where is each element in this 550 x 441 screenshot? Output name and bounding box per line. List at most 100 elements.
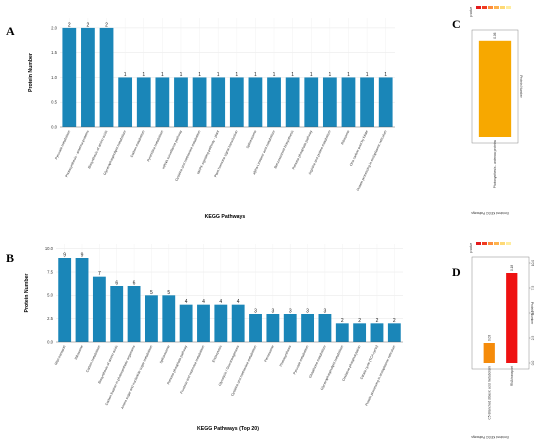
bar: [192, 77, 207, 127]
bar-value-label: 1: [235, 72, 238, 78]
x-tick-label: Carbon metabolism: [130, 130, 146, 158]
x-axis-title: KEGG Pathways: [205, 214, 246, 220]
panel-label-c: C: [452, 17, 461, 31]
bar: [370, 323, 384, 342]
bar: [197, 304, 210, 342]
bar-value-label: 5: [167, 290, 170, 296]
legend-swatch: [506, 6, 511, 9]
bar-value-label: 2: [68, 22, 71, 28]
legend-swatch: [488, 6, 493, 9]
bar-value-label: 2: [393, 318, 396, 324]
legend-swatch: [506, 242, 511, 245]
y-axis-title: Protein Number: [530, 302, 534, 325]
bar-value-label: 2: [87, 22, 90, 28]
bar: [378, 77, 393, 127]
bar-value-label: 3: [306, 309, 309, 315]
x-tick-label: Glutathione metabolism: [308, 345, 327, 379]
bar: [179, 304, 193, 342]
bar-value-label: 2: [105, 22, 108, 28]
bar: [301, 314, 314, 342]
bar: [229, 77, 244, 127]
y-tick-label: 10.0: [531, 260, 535, 266]
bar: [266, 314, 280, 342]
y-tick-label: 0.0: [47, 339, 53, 344]
x-tick-label: Pyruvate metabolism: [54, 130, 71, 161]
bar-value-label: 4: [185, 299, 188, 305]
bar: [248, 77, 263, 127]
bar: [162, 295, 176, 342]
x-tick-label: Spliceosome: [159, 345, 171, 364]
bar-value-label: 1: [161, 72, 164, 78]
bar-value-label: 1: [273, 72, 276, 78]
bar: [145, 295, 158, 342]
y-tick-label: 7.5: [531, 286, 535, 291]
bar: [211, 77, 226, 127]
y-tick-label: 5.0: [531, 311, 535, 316]
bar-value-label: 3: [289, 309, 292, 315]
bar-value-label: 0.03: [487, 335, 491, 341]
bar-value-label: 1: [254, 72, 257, 78]
bar: [62, 27, 77, 128]
x-axis-title: Enriched KEGG Pathways: [471, 211, 509, 215]
bar: [483, 343, 495, 363]
x-tick-label: Amino sugar and nucleotide sugar metabol…: [120, 345, 153, 410]
y-tick-label: 10.0: [45, 246, 54, 251]
x-tick-label: Benzoxazinoid biosynthesis: [273, 129, 294, 169]
x-tick-label: Glycerophospholipid metabolism: [103, 130, 127, 176]
panel-label-a: A: [6, 24, 15, 38]
legend-swatch: [476, 242, 481, 245]
y-axis-title: Protein Number: [24, 274, 30, 313]
x-tick-label: Endocytosis: [211, 344, 222, 363]
x-tick-label: Pyrimidine metabolism: [146, 130, 164, 163]
bar: [99, 27, 114, 128]
bar: [136, 77, 151, 127]
bar: [335, 323, 349, 342]
bar: [75, 258, 89, 342]
bar: [341, 77, 356, 127]
bar-value-label: 2: [376, 318, 379, 324]
legend-swatch: [500, 6, 505, 9]
x-tick-label: Biosynthesis of amino acids: [87, 129, 108, 169]
bar-value-label: 1: [291, 72, 294, 78]
y-tick-label: 0.5: [51, 100, 57, 105]
panel-label-b: B: [6, 251, 14, 265]
y-axis-title: Protein Number: [28, 53, 34, 92]
bar: [387, 323, 401, 342]
bar-value-label: 7: [98, 271, 101, 277]
y-tick-label: 2.0: [51, 25, 57, 30]
bar-value-label: 1: [384, 72, 387, 78]
bar: [249, 314, 262, 342]
y-tick-label: 1.0: [51, 75, 57, 80]
x-tick-label: Pentose phosphate pathway: [291, 129, 313, 170]
bar-value-label: 9: [81, 253, 84, 259]
plot-frame: [471, 29, 519, 144]
x-tick-label: Carbon fixation in photosynthetic organi…: [105, 344, 137, 406]
bar: [231, 304, 245, 342]
bar: [155, 77, 170, 127]
bar-value-label: 5: [150, 290, 153, 296]
bar-value-label: 0.18: [510, 265, 514, 271]
y-tick-label: 2.5: [531, 336, 535, 341]
x-tick-label: Arginine and proline metabolism: [308, 130, 332, 176]
bar-value-label: 1: [328, 72, 331, 78]
x-tick-label: Photosynthesis - antenna proteins: [493, 140, 497, 189]
bar-value-label: 3: [324, 309, 327, 315]
x-tick-label: RNA transport: [54, 345, 67, 366]
x-tick-label: Peroxisome: [264, 345, 275, 363]
legend-swatch: [476, 6, 481, 9]
x-tick-label: Protein processing in endoplasmic reticu…: [365, 345, 397, 407]
chart-b: 0.0 2.5 5.0 7.5 10.0 9 RNA transport 9 Ribosome 7…: [24, 244, 403, 432]
bar: [318, 314, 332, 342]
bar-value-label: 2: [358, 318, 361, 324]
x-tick-label: Biosynthesis of amino acids: [97, 344, 118, 384]
bar-value-label: 4: [219, 299, 222, 305]
bar: [304, 77, 319, 127]
chart-c: p.value 0.06 Photosynthesis - antenna prot…: [469, 6, 523, 215]
x-tick-label: Ribosome: [340, 130, 350, 146]
x-tick-label: Spliceosome: [245, 130, 257, 149]
x-tick-label: alpha-Linolenic acid metabolism: [252, 130, 276, 176]
legend-swatch: [482, 6, 487, 9]
legend-swatch: [488, 242, 493, 245]
